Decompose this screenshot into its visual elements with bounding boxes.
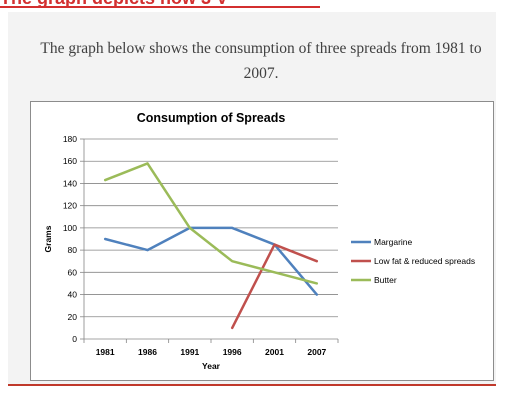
legend-label: Butter [374,275,397,285]
chart-title: Consumption of Spreads [137,111,286,125]
x-tick-label: 1986 [138,347,157,357]
legend-label: Margarine [374,237,413,247]
series-line-butter [103,162,319,285]
page-header: The graph depicts how 3 V [0,0,512,8]
x-tick-label: 1981 [96,347,115,357]
y-tick-label: 180 [63,134,77,144]
x-axis-label: Year [202,361,221,371]
y-tick-label: 60 [68,267,78,277]
y-tick-label: 20 [68,312,78,322]
y-tick-label: 120 [63,201,77,211]
y-tick-label: 0 [72,334,77,344]
y-tick-label: 160 [63,156,77,166]
page-header-underline [0,6,320,8]
y-tick-label: 100 [63,223,77,233]
y-tick-label: 140 [63,178,77,188]
bottom-divider [8,384,496,386]
page-header-text: The graph depicts how 3 V [0,0,228,8]
intro-text: The graph below shows the consumption of… [40,40,482,82]
y-tick-label: 40 [68,290,78,300]
chart-container: Consumption of Spreads 0 20 40 60 80 100 120 140… [30,101,494,381]
series-line-margarine [103,226,319,296]
x-tick-label: 2007 [307,347,326,357]
series-line-low-fat-reduced-spreads [230,243,319,330]
x-tick-label: 1991 [180,347,199,357]
y-axis-label: Grams [43,225,53,252]
x-tick-label: 2001 [265,347,284,357]
line-chart: Consumption of Spreads 0 20 40 60 80 100 120 140… [43,111,475,371]
y-tick-label: 80 [68,245,78,255]
legend-label: Low fat & reduced spreads [374,256,475,266]
x-tick-label: 1996 [223,347,242,357]
